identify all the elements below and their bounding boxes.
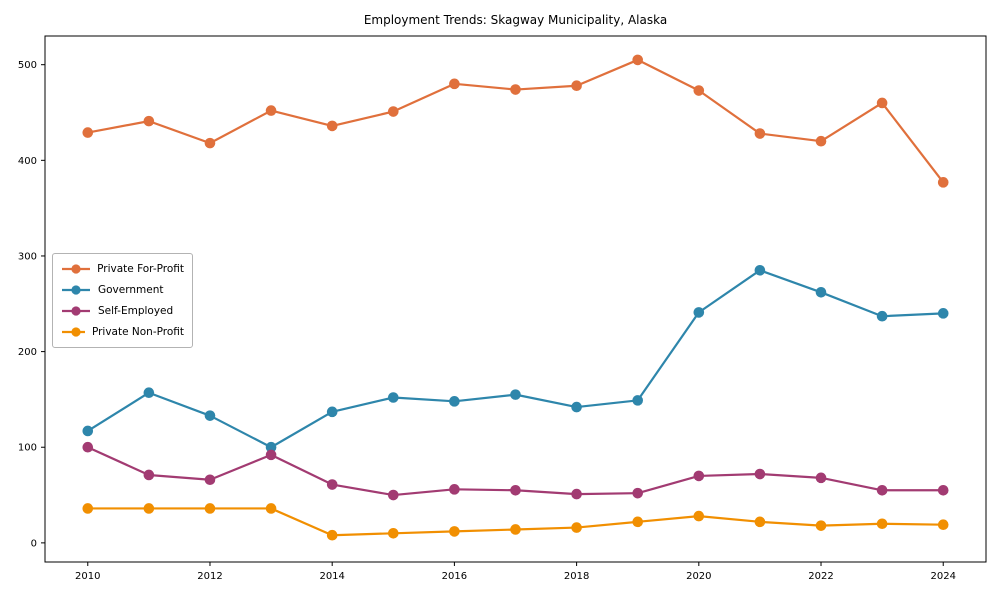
data-point-marker xyxy=(204,410,216,421)
data-point-marker xyxy=(143,469,155,481)
legend-item: Government xyxy=(61,282,184,298)
legend-swatch-icon xyxy=(62,264,90,274)
data-point-marker xyxy=(82,127,94,138)
x-tick-label: 2010 xyxy=(75,571,100,582)
legend: Private For-Profit Government Self-Employe… xyxy=(52,253,193,348)
data-point-marker xyxy=(326,529,338,541)
x-tick-label: 2014 xyxy=(319,571,344,582)
x-tick-label: 2022 xyxy=(808,571,833,582)
x-tick-label: 2020 xyxy=(686,571,711,582)
data-point-marker xyxy=(510,524,521,535)
data-point-marker xyxy=(143,503,155,514)
data-point-marker xyxy=(387,528,399,539)
data-point-marker xyxy=(571,488,582,500)
data-point-marker xyxy=(693,307,705,318)
data-point-marker xyxy=(571,401,582,413)
legend-item: Private Non-Profit xyxy=(61,324,184,340)
data-point-marker xyxy=(815,520,827,531)
y-tick-label: 500 xyxy=(18,60,37,71)
legend-swatch-icon xyxy=(62,306,90,316)
data-point-marker xyxy=(754,128,766,139)
data-point-marker xyxy=(754,265,766,276)
data-point-marker xyxy=(326,479,338,490)
plot-border xyxy=(44,35,987,563)
data-point-marker xyxy=(632,516,644,528)
y-tick-label: 200 xyxy=(18,347,37,358)
x-tick-label: 2016 xyxy=(442,571,467,582)
data-point-marker xyxy=(510,389,521,400)
data-point-marker xyxy=(876,310,888,322)
y-tick-label: 400 xyxy=(18,156,37,167)
data-point-marker xyxy=(632,395,644,406)
series-line-government xyxy=(86,269,945,449)
data-point-marker xyxy=(754,468,766,480)
legend-swatch-icon xyxy=(62,327,85,337)
data-point-marker xyxy=(449,78,460,90)
data-point-marker xyxy=(510,484,521,496)
legend-swatch-icon xyxy=(62,285,90,295)
data-point-marker xyxy=(693,85,705,96)
data-point-marker xyxy=(265,503,277,514)
x-tick-label: 2018 xyxy=(564,571,589,582)
legend-item: Self-Employed xyxy=(61,303,184,319)
data-point-marker xyxy=(387,489,399,501)
data-point-marker xyxy=(82,441,94,453)
data-point-marker xyxy=(204,503,216,514)
legend-label: Government xyxy=(98,284,164,296)
data-point-marker xyxy=(265,105,277,116)
y-tick-label: 300 xyxy=(18,251,37,262)
data-point-marker xyxy=(510,84,521,95)
legend-label: Private For-Profit xyxy=(97,263,184,275)
data-point-marker xyxy=(82,503,94,514)
data-point-marker xyxy=(693,510,705,522)
data-point-marker xyxy=(387,392,399,403)
y-tick-label: 0 xyxy=(31,538,37,549)
data-point-marker xyxy=(265,449,277,461)
data-point-marker xyxy=(937,519,949,531)
data-point-marker xyxy=(571,80,582,92)
data-point-marker xyxy=(204,137,216,149)
data-point-marker xyxy=(143,387,155,399)
data-point-marker xyxy=(937,308,949,319)
data-point-marker xyxy=(815,287,827,298)
data-point-marker xyxy=(82,425,94,437)
data-point-marker xyxy=(571,522,582,533)
data-point-marker xyxy=(632,487,644,499)
x-tick-label: 2012 xyxy=(197,571,222,582)
series-line-private-for-profit xyxy=(86,58,945,184)
legend-label: Private Non-Profit xyxy=(91,326,184,338)
legend-label: Self-Employed xyxy=(98,305,174,317)
data-point-marker xyxy=(876,518,888,530)
data-point-marker xyxy=(265,441,277,453)
data-point-marker xyxy=(449,396,460,407)
data-point-marker xyxy=(876,484,888,496)
legend-item: Private For-Profit xyxy=(61,261,184,277)
data-point-marker xyxy=(693,470,705,482)
x-tick-label: 2024 xyxy=(931,571,956,582)
data-point-marker xyxy=(937,177,949,188)
data-point-marker xyxy=(326,120,338,132)
data-point-marker xyxy=(815,135,827,147)
data-point-marker xyxy=(754,516,766,528)
data-point-marker xyxy=(326,406,338,418)
chart-title: Employment Trends: Skagway Municipality,… xyxy=(363,13,668,27)
y-tick-label: 100 xyxy=(18,443,37,454)
data-point-marker xyxy=(937,484,949,496)
data-point-marker xyxy=(449,526,460,537)
data-point-marker xyxy=(632,54,644,66)
data-point-marker xyxy=(143,115,155,127)
data-point-marker xyxy=(204,474,216,486)
data-point-marker xyxy=(815,472,827,484)
data-point-marker xyxy=(387,106,399,117)
data-point-marker xyxy=(449,484,460,495)
data-point-marker xyxy=(876,97,888,109)
